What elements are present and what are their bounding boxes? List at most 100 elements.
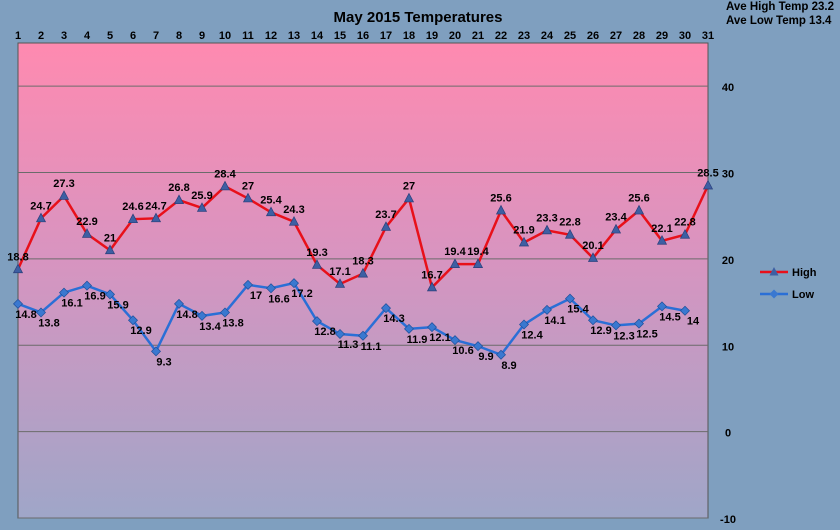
data-point <box>265 206 277 217</box>
data-point <box>58 190 70 200</box>
data-label: 22.1 <box>651 223 672 235</box>
y-tick-label: -10 <box>720 514 736 526</box>
data-point <box>679 228 691 239</box>
data-label: 25.6 <box>628 193 649 205</box>
data-point <box>35 212 47 223</box>
data-label: 16.7 <box>421 269 442 281</box>
plot-area <box>17 42 709 519</box>
x-tick-label: 13 <box>288 30 300 42</box>
data-point <box>150 212 162 223</box>
data-point <box>289 278 299 289</box>
data-point <box>564 228 576 239</box>
chart-title: May 2015 Temperatures <box>334 9 503 26</box>
x-tick-label: 6 <box>130 30 136 42</box>
data-point <box>311 259 323 269</box>
data-point <box>81 228 93 238</box>
data-label: 17.1 <box>329 266 350 278</box>
data-label: 16.6 <box>268 293 289 305</box>
x-tick-label: 12 <box>265 30 277 42</box>
data-label: 14.8 <box>15 309 36 321</box>
x-tick-label: 25 <box>564 30 576 42</box>
data-label: 28.4 <box>214 168 236 180</box>
data-point <box>335 329 345 340</box>
x-tick-label: 28 <box>633 30 645 42</box>
data-label: 16.1 <box>61 298 82 310</box>
legend-label: High <box>792 267 817 279</box>
data-point <box>610 223 622 234</box>
x-tick-label: 26 <box>587 30 599 42</box>
data-point <box>196 202 208 212</box>
data-point <box>36 307 46 318</box>
data-label: 21 <box>104 232 116 244</box>
data-point <box>104 244 116 255</box>
data-label: 13.8 <box>38 317 59 329</box>
data-label: 9.3 <box>156 356 171 368</box>
data-label: 14.8 <box>176 309 197 321</box>
x-tick-label: 21 <box>472 30 484 42</box>
data-label: 17 <box>250 290 262 302</box>
data-label: 21.9 <box>513 225 534 237</box>
x-tick-label: 9 <box>199 30 205 42</box>
data-point <box>541 224 553 235</box>
x-tick-label: 31 <box>702 30 714 42</box>
data-label: 17.2 <box>291 288 312 300</box>
series-low: 14.813.816.116.915.912.99.314.813.4 13.81… <box>13 278 700 372</box>
data-point <box>12 263 24 274</box>
x-tick-label: 10 <box>219 30 231 42</box>
data-label: 24.3 <box>283 204 304 216</box>
data-point <box>633 204 645 215</box>
data-label: 23.7 <box>375 209 396 221</box>
data-label: 14.1 <box>544 315 565 327</box>
data-label: 13.8 <box>222 317 243 329</box>
data-point <box>174 298 184 309</box>
data-point <box>565 293 575 304</box>
data-label: 23.3 <box>536 212 557 224</box>
data-label: 19.4 <box>467 246 489 258</box>
data-label: 9.9 <box>478 351 493 363</box>
data-label: 14.5 <box>659 311 680 323</box>
data-label: 24.7 <box>145 200 166 212</box>
data-label: 19.4 <box>444 246 466 258</box>
x-tick-label: 5 <box>107 30 113 42</box>
x-tick-label: 4 <box>84 30 91 42</box>
data-label: 26.8 <box>168 182 189 194</box>
data-label: 18.8 <box>7 251 28 263</box>
x-tick-label: 29 <box>656 30 668 42</box>
series-line <box>17 281 686 357</box>
data-label: 25.6 <box>490 193 511 205</box>
data-label: 27.3 <box>53 178 74 190</box>
data-point <box>473 341 483 352</box>
data-label: 27 <box>242 180 254 192</box>
data-label: 28.5 <box>697 168 718 180</box>
data-point <box>358 330 368 341</box>
data-point <box>242 192 254 203</box>
data-point <box>702 179 714 190</box>
data-point <box>266 283 276 294</box>
data-point <box>472 258 484 268</box>
data-point <box>519 319 529 330</box>
data-point <box>243 279 253 290</box>
x-tick-label: 1 <box>15 30 21 42</box>
data-label: 22.9 <box>76 216 97 228</box>
x-tick-label: 8 <box>176 30 182 42</box>
averages-panel: Ave High Temp 23.2 Ave Low Temp 13.4 <box>726 0 834 28</box>
data-label: 24.7 <box>30 200 51 212</box>
data-point <box>220 307 230 318</box>
data-point <box>426 281 438 292</box>
x-tick-label: 15 <box>334 30 346 42</box>
ave-low-text: Ave Low Temp 13.4 <box>725 15 832 27</box>
data-point <box>656 235 668 245</box>
data-point <box>312 316 322 327</box>
data-label: 10.6 <box>452 345 473 357</box>
data-point <box>381 303 391 314</box>
data-point <box>680 305 690 316</box>
data-point <box>151 346 161 357</box>
data-label: 11.9 <box>407 334 428 346</box>
y-tick-label: 0 <box>725 428 731 440</box>
data-label: 11.3 <box>338 339 359 351</box>
x-tick-label: 14 <box>311 30 324 42</box>
legend-marker <box>769 267 779 276</box>
